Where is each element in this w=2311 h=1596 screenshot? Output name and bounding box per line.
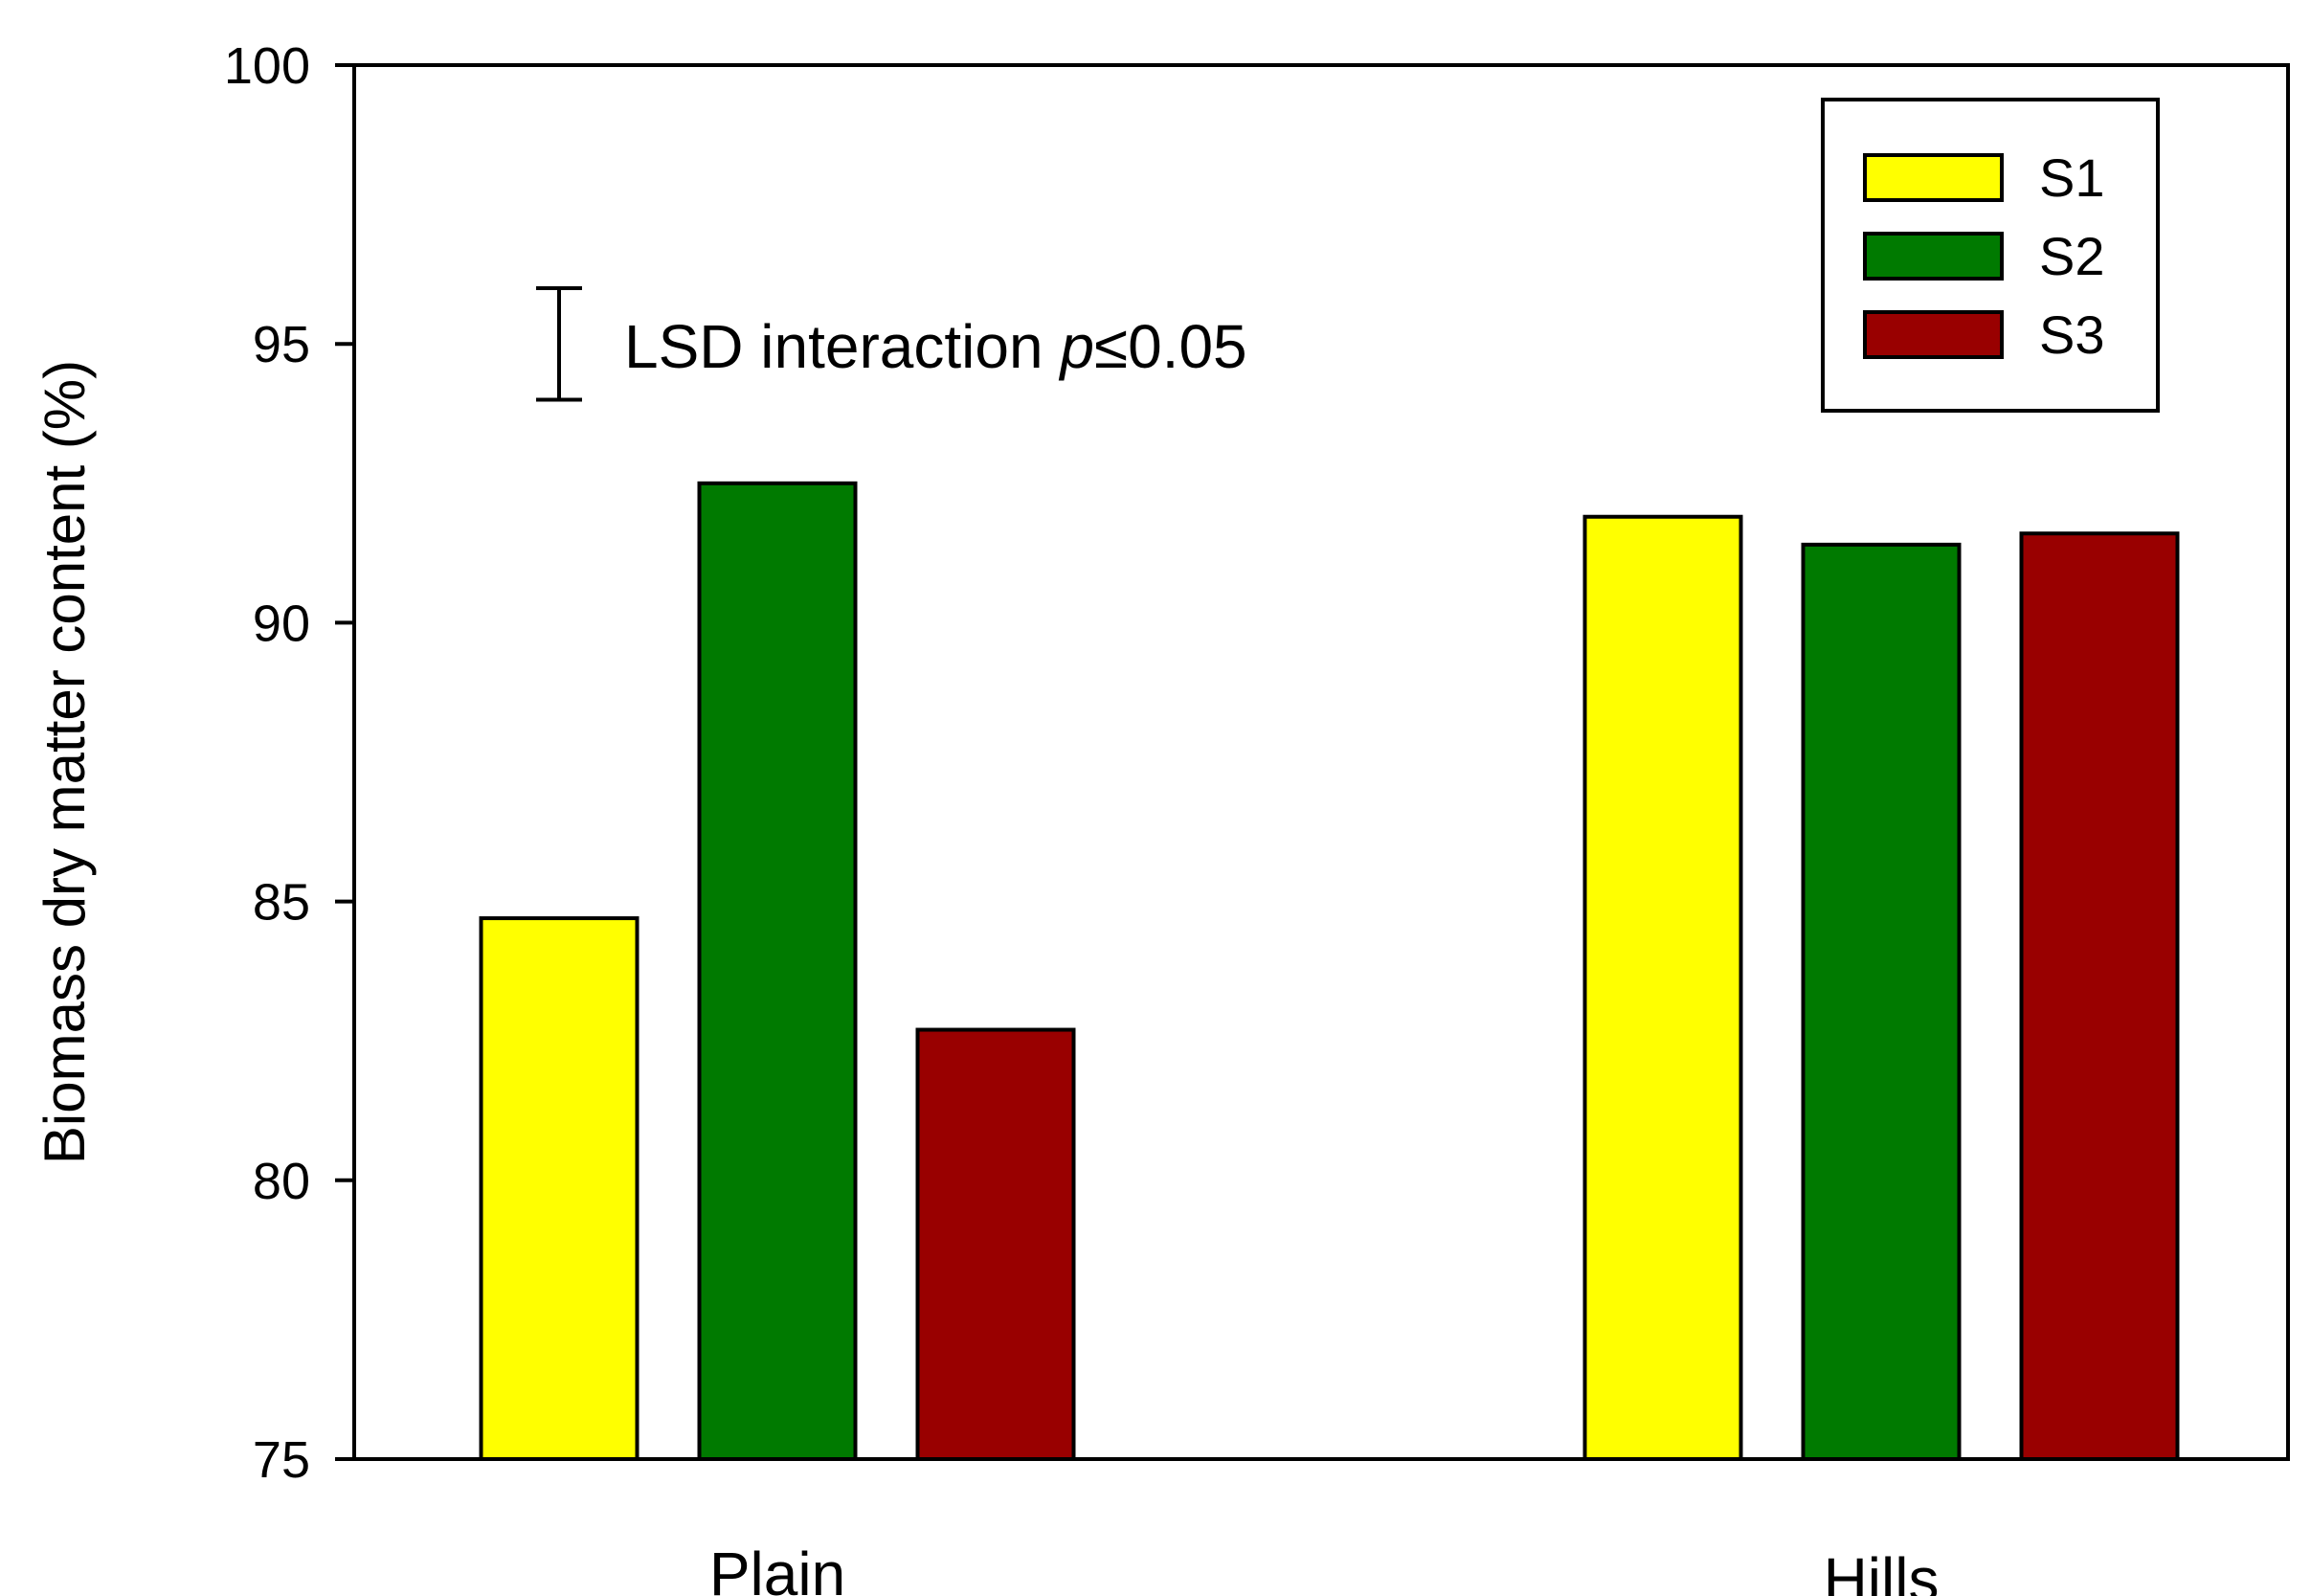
- y-tick-label-1: 80: [253, 1153, 310, 1210]
- lsd-label-threshold: 0.05: [1128, 312, 1247, 381]
- bar-plain-s3: [915, 1027, 1076, 1461]
- lsd-label-p: p: [1058, 312, 1094, 381]
- lsd-label-relation: ≤: [1094, 312, 1128, 381]
- legend-label-s1: S1: [2039, 147, 2105, 208]
- bar-hills-s3: [2019, 531, 2180, 1461]
- legend-swatch-s1: [1863, 153, 2004, 202]
- y-tick-label-0: 75: [253, 1431, 310, 1489]
- plot-area-frame: [352, 63, 2290, 1461]
- y-tick-label-2: 85: [253, 874, 310, 932]
- lsd-label-prefix: LSD interaction: [624, 312, 1060, 381]
- legend-swatch-s2: [1863, 232, 2004, 281]
- legend-items: S1 S2 S3: [1863, 147, 2105, 365]
- y-axis: 75 80 85 90 95 100: [224, 37, 354, 1489]
- bar-hills-s1: [1582, 514, 1743, 1461]
- bar-plain-s1: [479, 916, 639, 1461]
- legend-swatch-s3: [1863, 310, 2004, 359]
- y-axis-label: Biomass dry matter content (%): [33, 360, 97, 1164]
- y-tick-label-4: 95: [253, 316, 310, 373]
- x-category-label-plain: Plain: [709, 1540, 845, 1596]
- legend-label-s2: S2: [2039, 226, 2105, 286]
- bars-group: [479, 481, 2180, 1461]
- lsd-label: LSD interaction p≤0.05: [624, 312, 1247, 381]
- y-tick-label-5: 100: [224, 37, 310, 95]
- y-tick-label-3: 90: [253, 595, 310, 652]
- bar-hills-s2: [1801, 542, 1962, 1461]
- lsd-annotation: LSD interaction p≤0.05: [536, 285, 1247, 402]
- legend: S1 S2 S3: [1821, 98, 2160, 413]
- legend-label-s3: S3: [2039, 304, 2105, 365]
- x-axis: Plain Hills: [709, 1540, 1940, 1596]
- x-category-label-hills: Hills: [1824, 1545, 1940, 1596]
- bar-plain-s2: [697, 481, 858, 1461]
